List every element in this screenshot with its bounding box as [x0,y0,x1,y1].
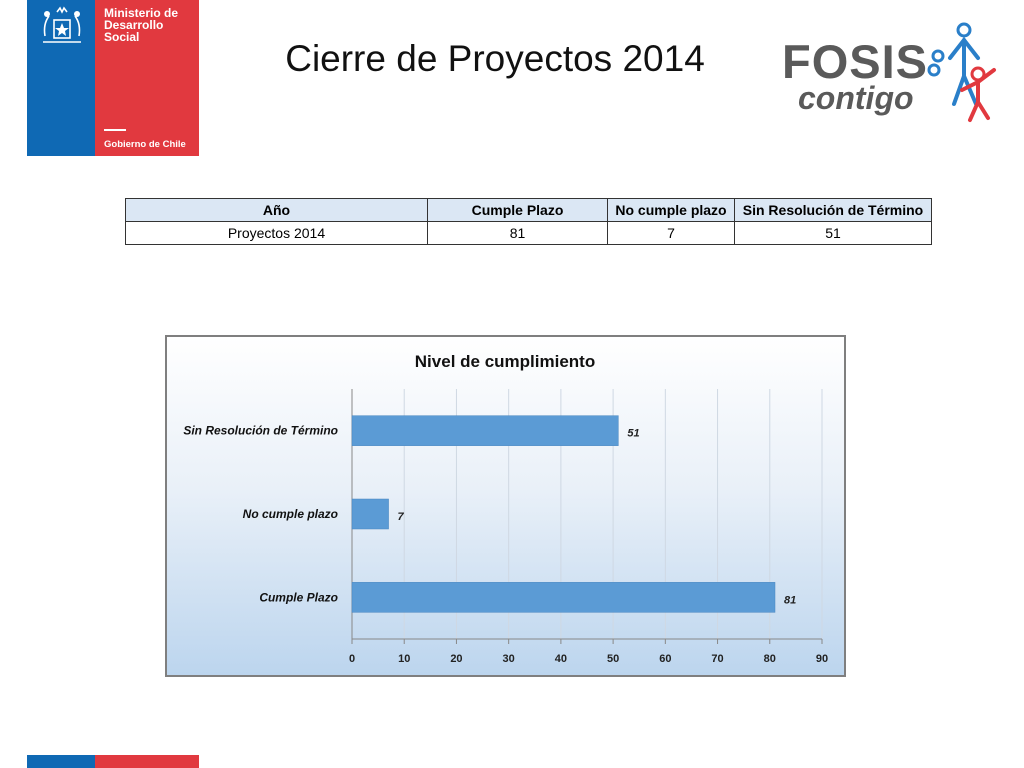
contigo-wordmark: contigo [798,80,914,116]
header-cumple-plazo: Cumple Plazo [427,198,608,222]
data-label: 81 [784,594,796,606]
cell-sin-resolucion: 51 [734,221,932,245]
chart-panel: Nivel de cumplimiento 0 10 20 30 40 50 60 70 80 90… [165,335,846,677]
x-tick-label: 0 [349,653,355,665]
cell-ano: Proyectos 2014 [125,221,428,245]
data-label: 7 [398,511,405,523]
family-figures-icon [927,22,996,122]
header-sin-resolucion: Sin Resolución de Término [734,198,932,222]
bar [351,498,389,530]
fosis-logo: FOSIS contigo [778,18,1000,124]
summary-table: Año Cumple Plazo No cumple plazo Sin Res… [125,198,932,245]
table-header-row: Año Cumple Plazo No cumple plazo Sin Res… [125,198,932,222]
x-tick-label: 60 [659,653,671,665]
footer-blue-band [27,755,95,768]
x-tick-label: 40 [555,653,567,665]
chile-crest-icon [43,6,81,43]
ministry-name: Ministerio de Desarrollo Social [104,6,179,44]
chart-title: Nivel de cumplimiento [415,352,595,371]
x-tick-label: 70 [711,653,723,665]
bar-chart: Nivel de cumplimiento 0 10 20 30 40 50 60 70 80 90… [183,352,828,665]
logo-divider [104,129,126,131]
x-tick-label: 50 [607,653,619,665]
x-tick-label: 90 [816,653,828,665]
cell-cumple-plazo: 81 [427,221,608,245]
footer-stripe [27,755,199,768]
slide-title: Cierre de Proyectos 2014 [285,38,705,79]
category-label: Sin Resolución de Término [183,424,338,438]
data-label: 51 [627,428,639,440]
table-row: Proyectos 2014 81 7 51 [125,221,932,245]
x-tick-label: 20 [450,653,462,665]
header-ano: Año [125,198,428,222]
category-label: Cumple Plazo [259,590,338,604]
footer-red-band [95,755,199,768]
cell-no-cumple-plazo: 7 [607,221,735,245]
header-no-cumple-plazo: No cumple plazo [607,198,735,222]
x-tick-label: 80 [764,653,776,665]
fosis-wordmark: FOSIS [782,35,929,88]
x-tick-label: 30 [503,653,515,665]
bar [351,582,776,613]
x-tick-label: 10 [398,653,410,665]
ministerio-logo: Ministerio de Desarrollo Social Gobierno… [27,0,199,156]
bar [351,415,619,446]
category-label: No cumple plazo [243,507,338,521]
government-label: Gobierno de Chile [104,139,186,150]
